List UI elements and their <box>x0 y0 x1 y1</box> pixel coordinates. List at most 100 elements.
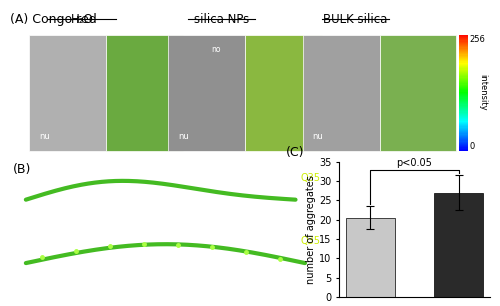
Text: (C): (C) <box>286 146 304 159</box>
FancyBboxPatch shape <box>459 58 468 59</box>
FancyBboxPatch shape <box>459 76 468 78</box>
FancyBboxPatch shape <box>380 35 456 151</box>
FancyBboxPatch shape <box>459 140 468 142</box>
FancyBboxPatch shape <box>459 97 468 99</box>
FancyBboxPatch shape <box>303 35 380 151</box>
FancyBboxPatch shape <box>459 49 468 50</box>
FancyBboxPatch shape <box>459 100 468 101</box>
FancyBboxPatch shape <box>459 111 468 113</box>
FancyBboxPatch shape <box>459 130 468 131</box>
FancyBboxPatch shape <box>459 88 468 89</box>
FancyBboxPatch shape <box>459 107 468 108</box>
FancyBboxPatch shape <box>459 108 468 109</box>
FancyBboxPatch shape <box>459 50 468 51</box>
FancyBboxPatch shape <box>459 91 468 93</box>
FancyBboxPatch shape <box>459 37 468 38</box>
FancyBboxPatch shape <box>459 110 468 111</box>
FancyBboxPatch shape <box>459 45 468 46</box>
FancyBboxPatch shape <box>459 113 468 114</box>
FancyBboxPatch shape <box>459 82 468 84</box>
FancyBboxPatch shape <box>459 129 468 130</box>
FancyBboxPatch shape <box>459 126 468 128</box>
Text: H₂O: H₂O <box>90 208 111 218</box>
FancyBboxPatch shape <box>459 60 468 62</box>
FancyBboxPatch shape <box>245 35 322 151</box>
FancyBboxPatch shape <box>459 79 468 80</box>
FancyBboxPatch shape <box>459 39 468 40</box>
FancyBboxPatch shape <box>459 150 468 151</box>
FancyBboxPatch shape <box>459 40 468 42</box>
FancyBboxPatch shape <box>459 96 468 97</box>
Text: Q35: Q35 <box>301 173 321 183</box>
FancyBboxPatch shape <box>459 59 468 60</box>
FancyBboxPatch shape <box>459 84 468 85</box>
FancyBboxPatch shape <box>459 128 468 129</box>
Text: intensity: intensity <box>478 74 488 111</box>
FancyBboxPatch shape <box>459 81 468 82</box>
FancyBboxPatch shape <box>459 65 468 66</box>
FancyBboxPatch shape <box>106 35 183 151</box>
FancyBboxPatch shape <box>459 54 468 56</box>
FancyBboxPatch shape <box>459 80 468 81</box>
FancyBboxPatch shape <box>459 57 468 58</box>
FancyBboxPatch shape <box>459 69 468 71</box>
FancyBboxPatch shape <box>29 35 106 151</box>
FancyBboxPatch shape <box>459 36 468 37</box>
FancyBboxPatch shape <box>459 102 468 103</box>
FancyBboxPatch shape <box>459 123 468 124</box>
FancyBboxPatch shape <box>459 73 468 74</box>
FancyBboxPatch shape <box>459 139 468 140</box>
Text: 0: 0 <box>470 142 475 151</box>
FancyBboxPatch shape <box>459 117 468 118</box>
FancyBboxPatch shape <box>459 42 468 43</box>
Text: nu: nu <box>39 132 50 141</box>
Y-axis label: number of aggregates: number of aggregates <box>306 175 316 284</box>
FancyBboxPatch shape <box>459 132 468 133</box>
FancyBboxPatch shape <box>459 119 468 121</box>
FancyBboxPatch shape <box>459 143 468 144</box>
FancyBboxPatch shape <box>459 125 468 126</box>
Text: nu: nu <box>178 132 189 141</box>
FancyBboxPatch shape <box>459 109 468 110</box>
FancyBboxPatch shape <box>459 144 468 145</box>
FancyBboxPatch shape <box>459 147 468 148</box>
Text: p<0.05: p<0.05 <box>396 159 432 169</box>
FancyBboxPatch shape <box>459 122 468 123</box>
Text: (A) Congo red: (A) Congo red <box>10 13 97 26</box>
FancyBboxPatch shape <box>459 86 468 87</box>
FancyBboxPatch shape <box>459 145 468 146</box>
FancyBboxPatch shape <box>459 118 468 119</box>
FancyBboxPatch shape <box>459 106 468 107</box>
FancyBboxPatch shape <box>459 101 468 102</box>
FancyBboxPatch shape <box>459 52 468 53</box>
Text: H₂O: H₂O <box>70 13 94 26</box>
FancyBboxPatch shape <box>459 148 468 150</box>
Bar <box>346 218 395 297</box>
FancyBboxPatch shape <box>459 104 468 106</box>
Text: (B): (B) <box>13 163 32 176</box>
FancyBboxPatch shape <box>459 124 468 125</box>
FancyBboxPatch shape <box>459 85 468 86</box>
FancyBboxPatch shape <box>459 46 468 47</box>
FancyBboxPatch shape <box>459 137 468 138</box>
FancyBboxPatch shape <box>459 38 468 39</box>
FancyBboxPatch shape <box>459 67 468 68</box>
FancyBboxPatch shape <box>459 131 468 132</box>
Text: Q35: Q35 <box>301 236 321 246</box>
FancyBboxPatch shape <box>459 99 468 100</box>
Bar <box>434 193 483 297</box>
FancyBboxPatch shape <box>459 138 468 139</box>
FancyBboxPatch shape <box>459 133 468 135</box>
FancyBboxPatch shape <box>459 43 468 44</box>
Text: BULK silica: BULK silica <box>324 13 388 26</box>
FancyBboxPatch shape <box>459 44 468 45</box>
FancyBboxPatch shape <box>459 47 468 49</box>
FancyBboxPatch shape <box>459 114 468 115</box>
FancyBboxPatch shape <box>459 121 468 122</box>
FancyBboxPatch shape <box>459 142 468 143</box>
FancyBboxPatch shape <box>459 68 468 69</box>
FancyBboxPatch shape <box>459 72 468 73</box>
FancyBboxPatch shape <box>459 94 468 95</box>
FancyBboxPatch shape <box>459 87 468 88</box>
Text: silica NPs: silica NPs <box>90 267 142 278</box>
